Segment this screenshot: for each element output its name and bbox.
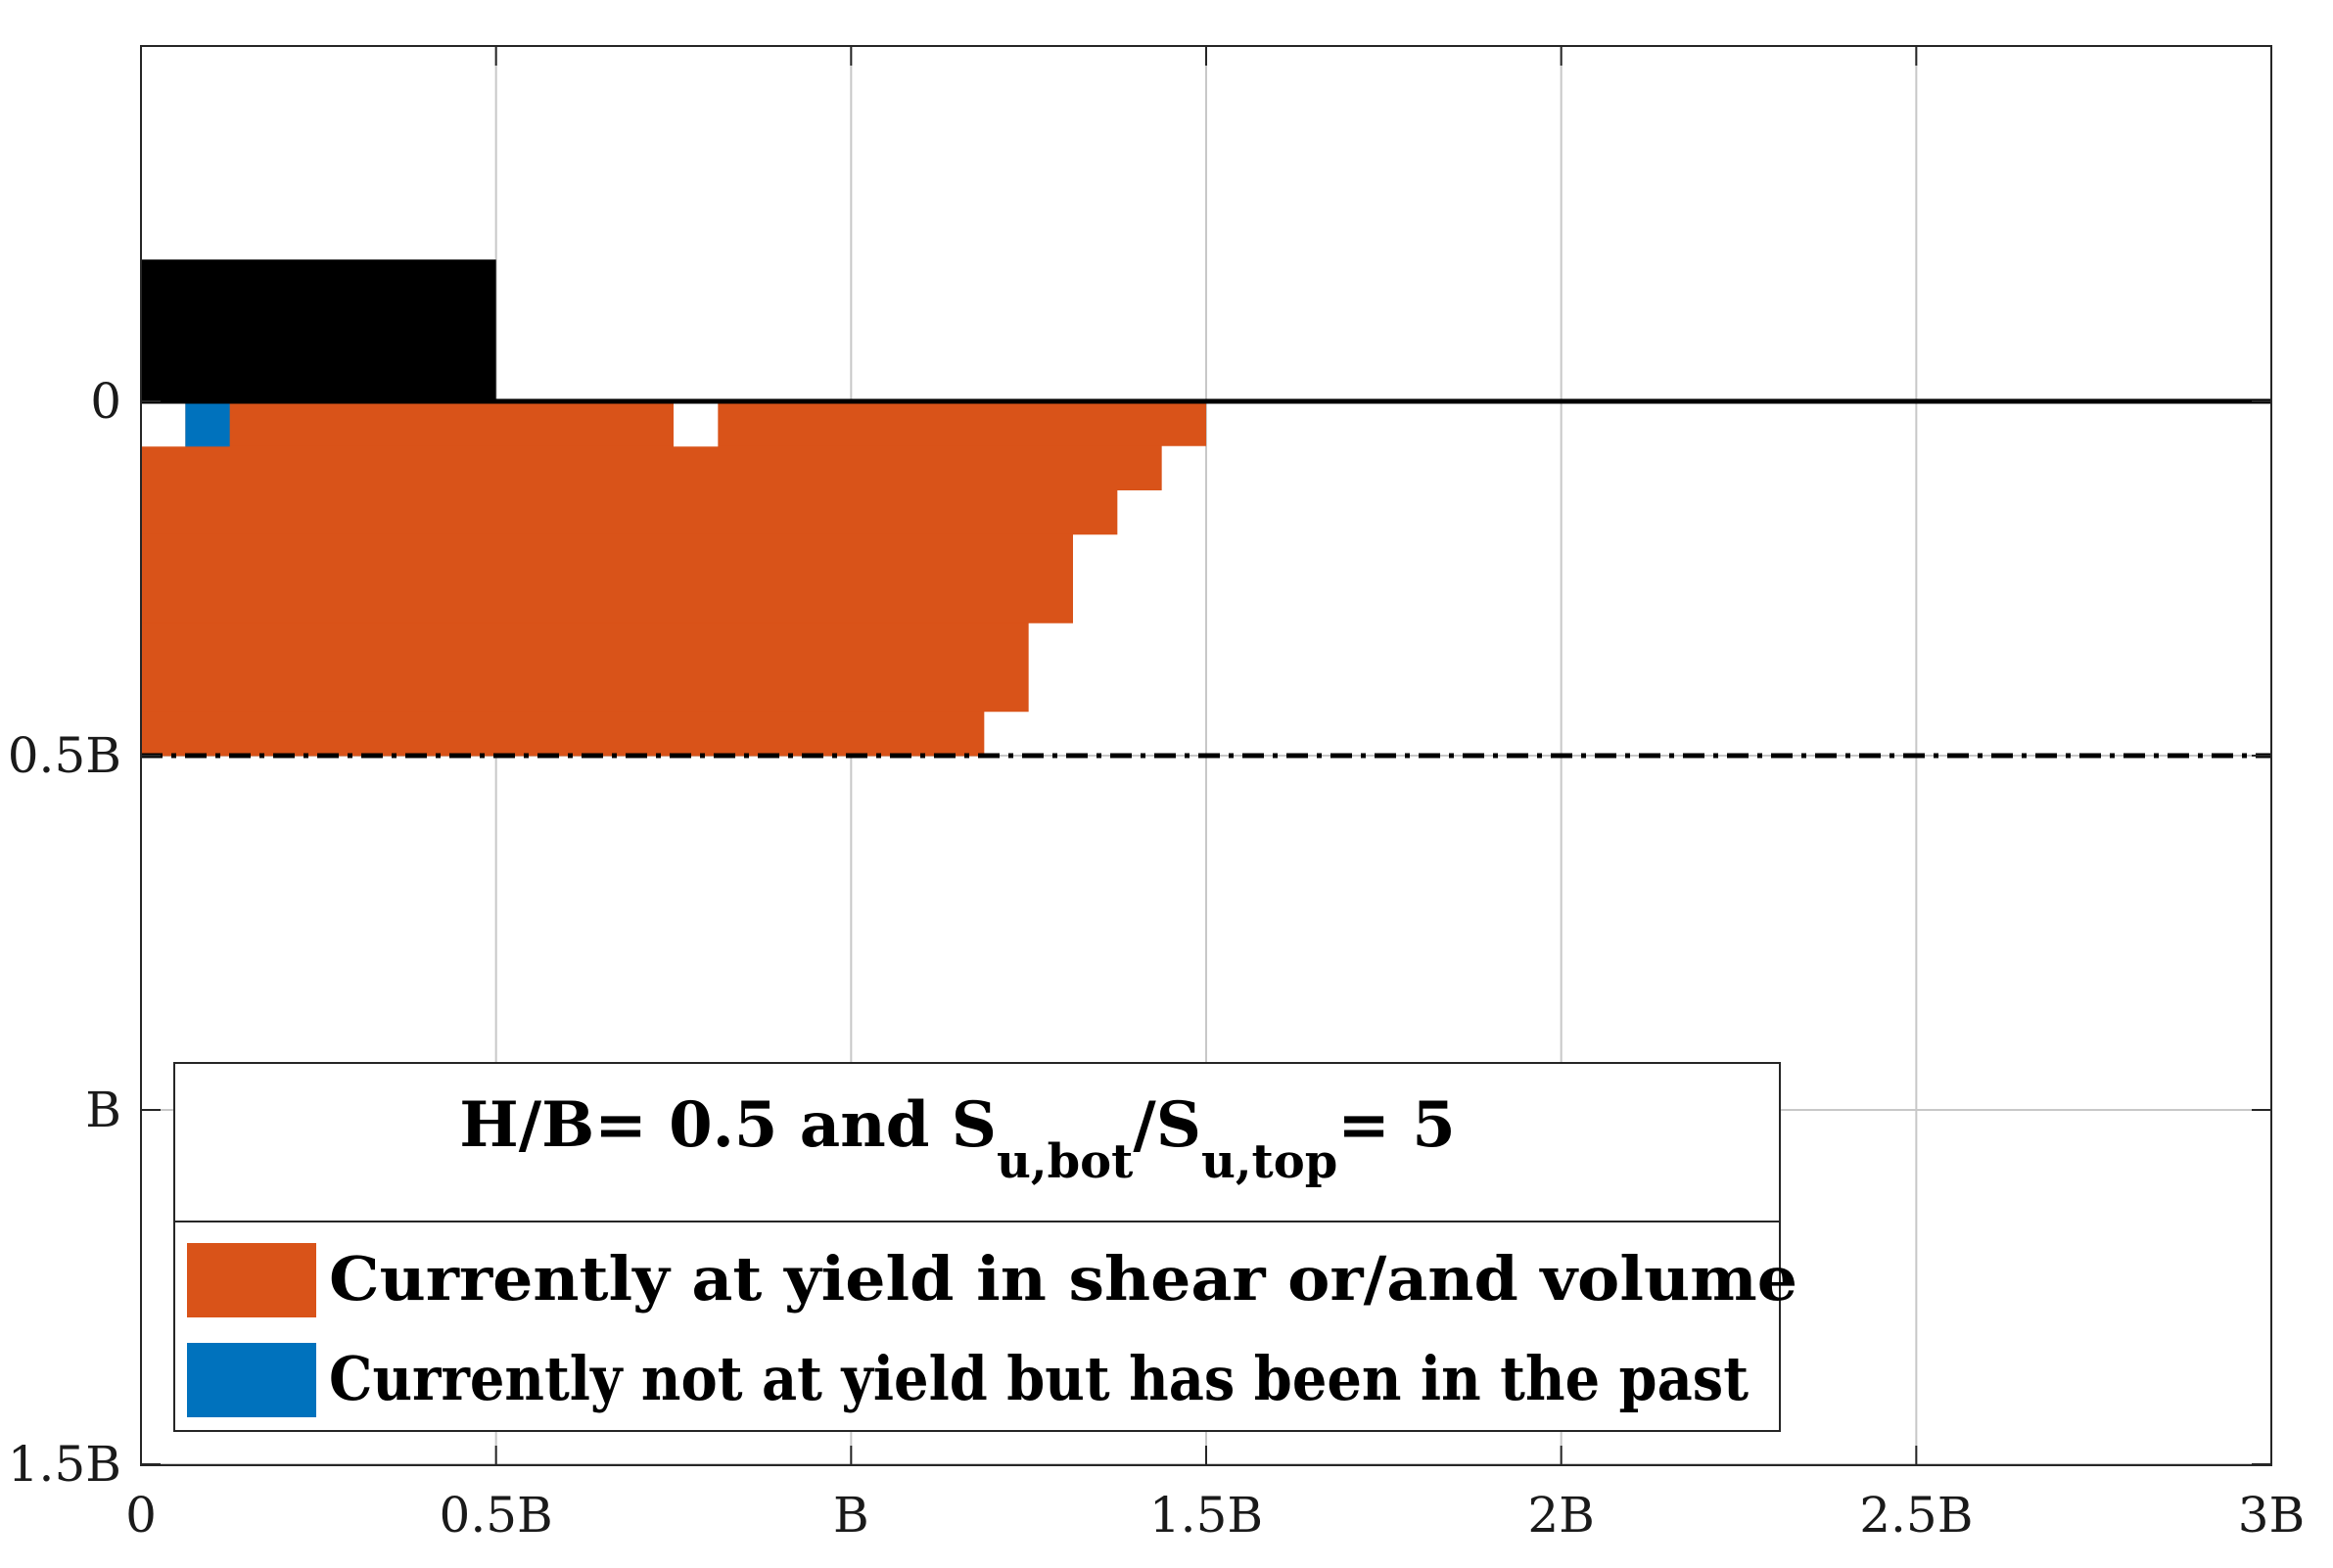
reference-lines bbox=[141, 398, 2271, 759]
x-tick-label-2: B bbox=[833, 1487, 869, 1544]
yield-cell-row-4 bbox=[141, 623, 1029, 713]
legend-title-sub2: u,top bbox=[1201, 1134, 1337, 1189]
x-tick-label-4: 2B bbox=[1527, 1487, 1595, 1544]
legend-label-yield: Currently at yield in shear or/and volum… bbox=[329, 1243, 1797, 1314]
yield-cell-row-1 bbox=[141, 445, 1162, 490]
x-tick-labels: 0 0.5B B 1.5B 2B 2.5B 3B bbox=[125, 1487, 2305, 1544]
y-tick-label-2: B bbox=[85, 1082, 121, 1138]
axis-ticks bbox=[140, 46, 2272, 1465]
non-yield-cell-1 bbox=[674, 402, 719, 447]
y-tick-labels: 0 0.5B B 1.5B bbox=[8, 373, 121, 1493]
legend-title-mid: /S bbox=[1133, 1088, 1201, 1162]
x-tick-label-5: 2.5B bbox=[1859, 1487, 1973, 1544]
legend-title: H/B= 0.5 and Su,bot/Su,top= 5 bbox=[459, 1088, 1455, 1189]
legend: H/B= 0.5 and Su,bot/Su,top= 5 Currently … bbox=[173, 1062, 1797, 1432]
legend-title-sub1: u,bot bbox=[997, 1134, 1133, 1189]
yield-cell-row-3 bbox=[141, 533, 1073, 623]
legend-box bbox=[173, 1062, 1781, 1432]
past-yield-cell-0 bbox=[185, 402, 230, 447]
legend-swatch-past-yield bbox=[187, 1343, 316, 1417]
y-tick-label-1: 0.5B bbox=[8, 727, 121, 784]
yield-cell-row-5 bbox=[141, 711, 985, 757]
x-tick-label-1: 0.5B bbox=[440, 1487, 553, 1544]
yield-cell-row-2 bbox=[141, 489, 1118, 535]
y-tick-label-0: 0 bbox=[90, 373, 121, 430]
x-tick-label-0: 0 bbox=[125, 1487, 157, 1544]
legend-label-past-yield: Currently not at yield but has been in t… bbox=[329, 1343, 1749, 1414]
yield-cells bbox=[141, 259, 1206, 757]
legend-title-end: = 5 bbox=[1337, 1088, 1455, 1162]
x-tick-label-3: 1.5B bbox=[1149, 1487, 1263, 1544]
x-tick-label-6: 3B bbox=[2238, 1487, 2306, 1544]
non-yield-cell-0 bbox=[141, 402, 186, 447]
legend-swatch-yield bbox=[187, 1243, 316, 1317]
y-tick-label-3: 1.5B bbox=[8, 1436, 121, 1493]
legend-title-main: H/B= 0.5 and S bbox=[459, 1088, 997, 1162]
footing-block bbox=[141, 259, 496, 401]
